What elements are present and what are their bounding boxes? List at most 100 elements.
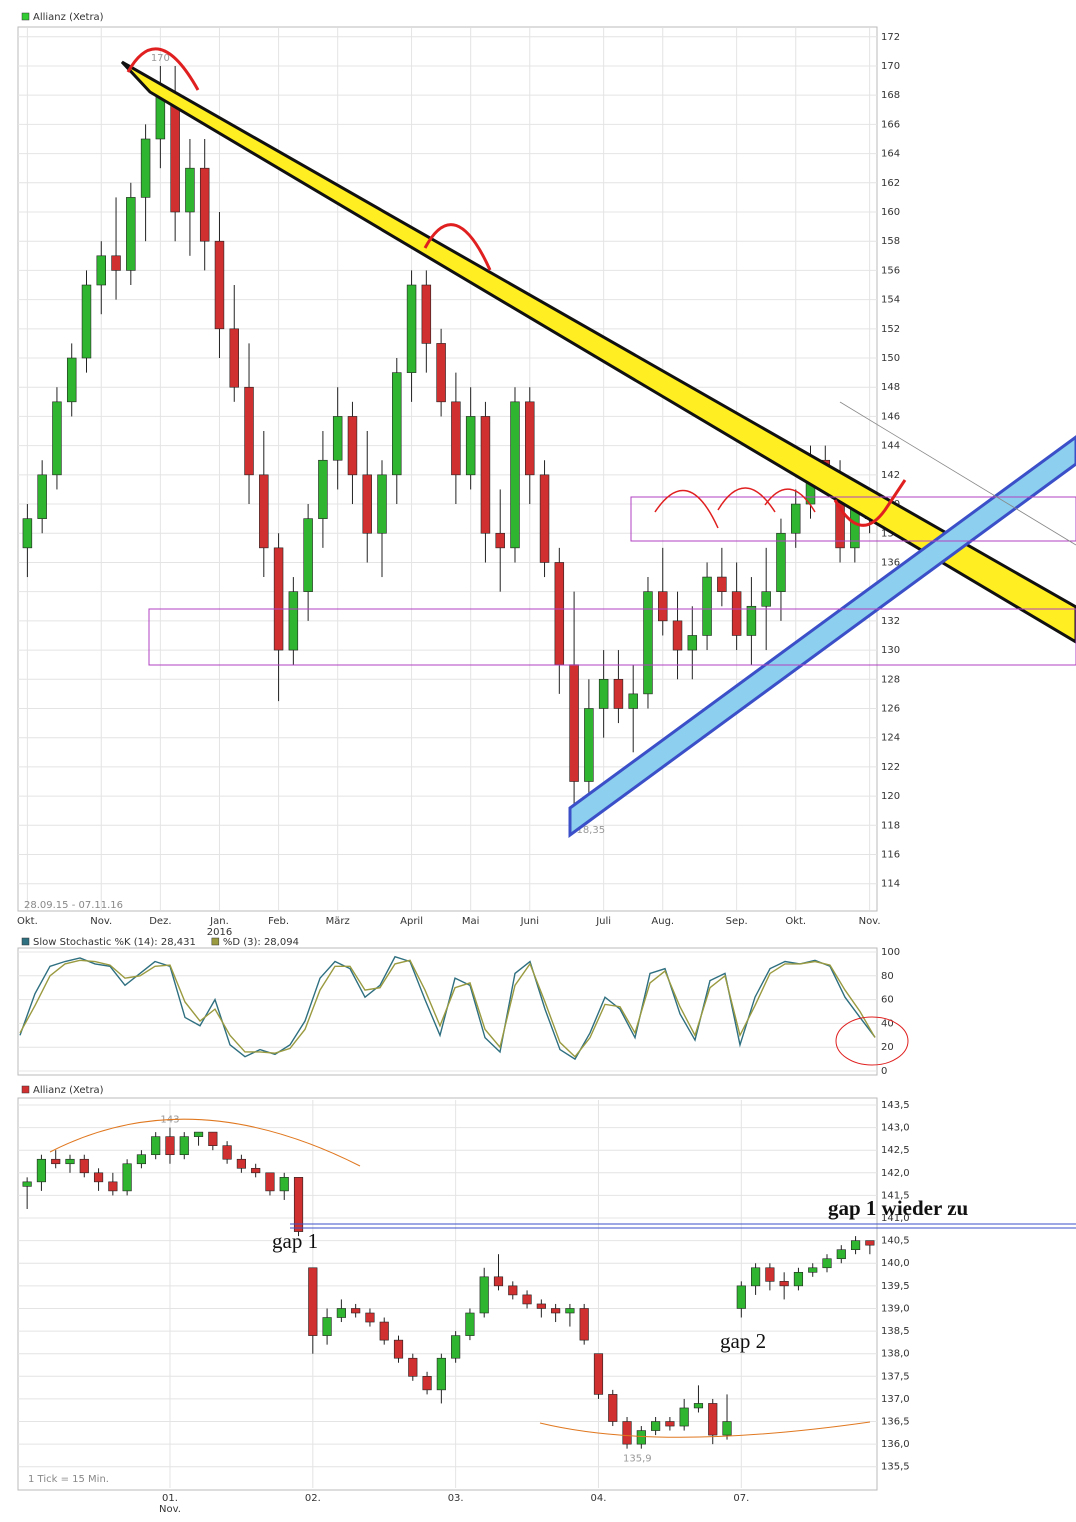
- x-tick-label: 07.: [733, 1493, 749, 1504]
- trend-line: [839, 401, 1076, 546]
- y-tick-label: 120: [881, 791, 900, 802]
- x-tick-label: 2016: [207, 927, 232, 938]
- candle-body: [465, 1312, 475, 1336]
- y-tick-label: 136,5: [881, 1417, 910, 1428]
- candle-body: [193, 1131, 204, 1137]
- candle-body: [836, 1249, 846, 1260]
- candle-body: [808, 1267, 818, 1273]
- candle-body: [565, 1308, 575, 1314]
- candle-body: [108, 1181, 118, 1192]
- y-tick-label: 124: [881, 733, 900, 744]
- panel-frame: [17, 1097, 878, 1491]
- data-label: 135,9: [623, 1454, 652, 1465]
- x-tick-label: Mai: [462, 916, 480, 927]
- x-tick-label: Juni: [520, 916, 539, 927]
- candle-body: [170, 94, 180, 213]
- candle-body: [81, 284, 92, 359]
- legend-label: Allianz (Xetra): [33, 1085, 104, 1096]
- candle-body: [273, 547, 284, 651]
- candle-body: [37, 474, 47, 519]
- y-tick-label: 140,0: [881, 1258, 910, 1269]
- candle-body: [79, 1158, 89, 1174]
- candle-body: [822, 1258, 832, 1269]
- data-label: 143: [160, 1115, 179, 1126]
- y-tick-label: 162: [881, 178, 900, 189]
- y-tick-label: 139,5: [881, 1281, 910, 1292]
- candle-body: [408, 1357, 418, 1377]
- candle-body: [379, 1321, 389, 1341]
- candle-body: [593, 1353, 604, 1395]
- candle-body: [736, 1285, 746, 1309]
- candle-body: [421, 284, 432, 344]
- candle-body: [687, 635, 698, 651]
- x-tick-label: April: [400, 916, 423, 927]
- x-tick-label: 01.: [162, 1493, 178, 1504]
- candle-body: [731, 591, 742, 636]
- y-tick-label: 170: [881, 61, 900, 72]
- candle-body: [185, 167, 195, 213]
- x-tick-label: Nov.: [159, 1504, 181, 1515]
- y-tick-label: 114: [881, 879, 900, 890]
- legend-swatch: [21, 1085, 30, 1094]
- candle-body: [244, 386, 254, 476]
- support-zone: [148, 608, 1076, 666]
- candle-body: [765, 1267, 775, 1282]
- y-tick-label: 20: [881, 1042, 894, 1053]
- candle-body: [539, 474, 550, 563]
- y-tick-label: 142,0: [881, 1168, 910, 1179]
- candle-body: [347, 416, 358, 476]
- y-tick-label: 156: [881, 265, 900, 276]
- y-tick-label: 142,5: [881, 1145, 910, 1156]
- footnote: 1 Tick = 15 Min.: [28, 1474, 109, 1485]
- y-tick-label: 138,5: [881, 1326, 910, 1337]
- candle-body: [865, 1240, 875, 1246]
- y-tick-label: 100: [881, 947, 900, 958]
- candle-body: [251, 1167, 261, 1174]
- candle-body: [790, 503, 801, 534]
- candle-body: [495, 532, 505, 549]
- data-label: 170: [151, 53, 170, 64]
- candle-body: [525, 401, 535, 476]
- candle-body: [393, 1339, 404, 1359]
- candle-body: [722, 1421, 732, 1436]
- legend-swatch: [211, 937, 220, 946]
- candle-body: [122, 1163, 132, 1192]
- candle-body: [293, 1177, 304, 1232]
- x-tick-label: Aug.: [651, 916, 674, 927]
- x-tick-label: März: [326, 916, 350, 927]
- candle-body: [436, 343, 446, 403]
- y-tick-label: 132: [881, 616, 900, 627]
- y-tick-label: 154: [881, 295, 900, 306]
- date-range: 28.09.15 - 07.11.16: [24, 900, 123, 911]
- candle-body: [643, 591, 653, 695]
- up-channel: [568, 435, 1076, 838]
- arc: [539, 1421, 871, 1438]
- arc: [126, 47, 200, 91]
- x-tick-label: 02.: [305, 1493, 321, 1504]
- candle-body: [493, 1276, 504, 1287]
- candle-body: [717, 576, 727, 592]
- candle-body: [422, 1376, 432, 1391]
- candle-body: [279, 1177, 289, 1192]
- candle-body: [208, 1131, 218, 1146]
- candle-body: [451, 401, 461, 476]
- candle-body: [351, 1308, 361, 1314]
- y-tick-label: 0: [881, 1066, 887, 1077]
- legend-label: Slow Stochastic %K (14): 28,431: [33, 937, 196, 948]
- candle-body: [850, 1240, 861, 1250]
- note: gap 1: [272, 1229, 318, 1253]
- y-tick-label: 152: [881, 324, 900, 335]
- candle-body: [628, 693, 638, 709]
- panel-frame: [17, 26, 878, 912]
- x-tick-label: Feb.: [268, 916, 289, 927]
- candle-body: [579, 1308, 589, 1341]
- candle-body: [551, 1308, 561, 1314]
- y-tick-label: 158: [881, 236, 900, 247]
- note: gap 2: [720, 1329, 766, 1353]
- candle-body: [336, 1308, 346, 1318]
- x-tick-label: Sep.: [726, 916, 748, 927]
- y-tick-label: 128: [881, 674, 900, 685]
- candle-body: [651, 1421, 661, 1431]
- y-tick-label: 146: [881, 411, 900, 422]
